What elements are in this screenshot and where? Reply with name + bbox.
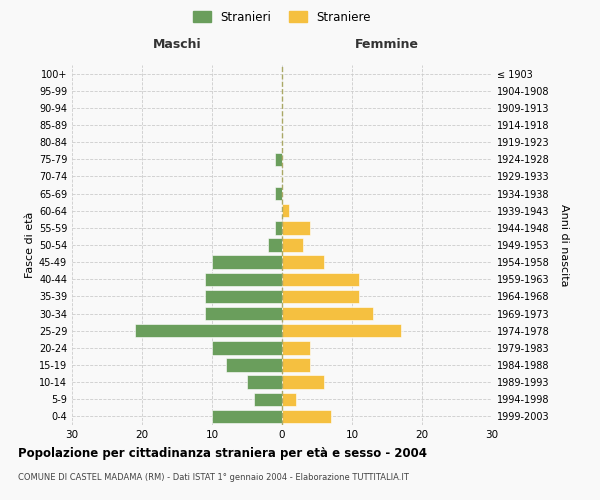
Bar xyxy=(268,238,282,252)
Bar xyxy=(282,238,303,252)
Text: Femmine: Femmine xyxy=(355,38,419,51)
Bar xyxy=(205,272,282,286)
Text: Popolazione per cittadinanza straniera per età e sesso - 2004: Popolazione per cittadinanza straniera p… xyxy=(18,448,427,460)
Bar xyxy=(282,256,324,269)
Bar xyxy=(205,307,282,320)
Y-axis label: Fasce di età: Fasce di età xyxy=(25,212,35,278)
Bar xyxy=(247,376,282,389)
Bar xyxy=(212,341,282,354)
Bar xyxy=(212,410,282,423)
Bar xyxy=(282,204,289,218)
Bar xyxy=(282,376,324,389)
Bar xyxy=(275,152,282,166)
Text: Maschi: Maschi xyxy=(152,38,202,51)
Bar xyxy=(275,221,282,234)
Bar xyxy=(282,307,373,320)
Bar xyxy=(282,392,296,406)
Bar xyxy=(282,290,359,303)
Bar xyxy=(254,392,282,406)
Y-axis label: Anni di nascita: Anni di nascita xyxy=(559,204,569,286)
Bar xyxy=(226,358,282,372)
Bar xyxy=(212,256,282,269)
Bar xyxy=(282,410,331,423)
Bar xyxy=(282,358,310,372)
Bar xyxy=(282,341,310,354)
Bar xyxy=(205,290,282,303)
Legend: Stranieri, Straniere: Stranieri, Straniere xyxy=(188,6,376,28)
Text: COMUNE DI CASTEL MADAMA (RM) - Dati ISTAT 1° gennaio 2004 - Elaborazione TUTTITA: COMUNE DI CASTEL MADAMA (RM) - Dati ISTA… xyxy=(18,472,409,482)
Bar xyxy=(282,221,310,234)
Bar xyxy=(275,187,282,200)
Bar xyxy=(282,272,359,286)
Bar xyxy=(282,324,401,338)
Bar xyxy=(135,324,282,338)
